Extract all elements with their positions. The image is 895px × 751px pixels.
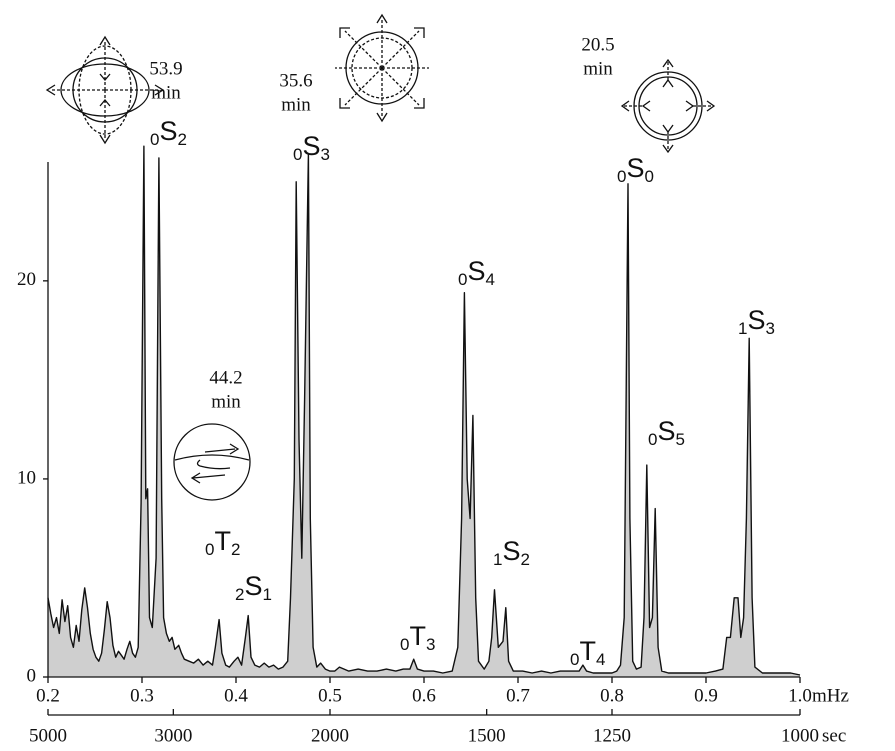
x-tick-label: 0.3 bbox=[130, 685, 154, 706]
x2-axis-unit: sec bbox=[822, 725, 846, 746]
mode-index: 0 bbox=[644, 167, 653, 186]
mode-label: 0S3 bbox=[293, 131, 330, 164]
mode-letter: S bbox=[467, 256, 485, 286]
period-unit: min bbox=[151, 82, 181, 103]
mode-sub: 0 bbox=[570, 650, 579, 669]
x2-tick-label: 2000 bbox=[311, 725, 349, 746]
x-tick-label: 0.7 bbox=[506, 685, 530, 706]
mode-letter: S bbox=[657, 416, 675, 446]
x-tick-label: 0.8 bbox=[600, 685, 624, 706]
mode-label: 1S2 bbox=[493, 536, 530, 569]
mode-sub: 0 bbox=[648, 430, 657, 449]
mode-letter: T bbox=[409, 621, 426, 651]
mode-sub: 0 bbox=[150, 130, 159, 149]
mode-label: 0T4 bbox=[570, 636, 605, 669]
x2-tick-label: 1500 bbox=[468, 725, 506, 746]
mode-icon-0s0 bbox=[620, 58, 716, 154]
mode-letter: S bbox=[747, 305, 765, 335]
x2-tick-label: 1250 bbox=[593, 725, 631, 746]
mode-letter: S bbox=[159, 116, 177, 146]
period-value: 20.5 bbox=[581, 34, 614, 55]
mode-index: 4 bbox=[485, 270, 494, 289]
period-value: 53.9 bbox=[149, 58, 182, 79]
mode-sub: 0 bbox=[400, 635, 409, 654]
spectrum-line bbox=[47, 145, 801, 676]
period-value: 35.6 bbox=[279, 70, 312, 91]
x-tick-label: 1.0 bbox=[788, 685, 812, 706]
y-tick-label: 20 bbox=[17, 269, 36, 290]
mode-index: 3 bbox=[765, 319, 774, 338]
mode-sub: 0 bbox=[458, 270, 467, 289]
mode-letter: S bbox=[502, 536, 520, 566]
period-value: 44.2 bbox=[209, 367, 242, 388]
x2-tick-label: 3000 bbox=[154, 725, 192, 746]
y-tick-label: 0 bbox=[27, 665, 37, 686]
mode-label: 2S1 bbox=[235, 571, 272, 604]
mode-label: 0T2 bbox=[205, 526, 240, 559]
mode-index: 1 bbox=[262, 585, 271, 604]
mode-index: 5 bbox=[675, 430, 684, 449]
mode-icon-0s2 bbox=[45, 35, 165, 145]
mode-label: 0S4 bbox=[458, 256, 495, 289]
mode-letter: S bbox=[626, 153, 644, 183]
x-tick-label: 0.2 bbox=[36, 685, 60, 706]
x-tick-label: 0.5 bbox=[318, 685, 342, 706]
y-tick-label: 10 bbox=[17, 467, 36, 488]
mode-sub: 1 bbox=[738, 319, 747, 338]
period-unit: min bbox=[281, 94, 311, 115]
mode-letter: T bbox=[214, 526, 231, 556]
mode-index: 3 bbox=[320, 145, 329, 164]
mode-index: 4 bbox=[596, 650, 605, 669]
mode-label: 1S3 bbox=[738, 305, 775, 338]
mode-index: 3 bbox=[426, 635, 435, 654]
x-tick-label: 0.4 bbox=[224, 685, 248, 706]
mode-label: 0S5 bbox=[648, 416, 685, 449]
mode-sub: 2 bbox=[235, 585, 244, 604]
mode-icon-0s3 bbox=[335, 13, 429, 123]
mode-label: 0S0 bbox=[617, 153, 654, 186]
mode-label: 0S2 bbox=[150, 116, 187, 149]
mode-sub: 0 bbox=[293, 145, 302, 164]
mode-letter: S bbox=[244, 571, 262, 601]
mode-sub: 0 bbox=[617, 167, 626, 186]
mode-sub: 1 bbox=[493, 550, 502, 569]
mode-sub: 0 bbox=[205, 540, 214, 559]
mode-index: 2 bbox=[231, 540, 240, 559]
period-unit: min bbox=[211, 391, 241, 412]
x-tick-label: 0.9 bbox=[694, 685, 718, 706]
mode-letter: S bbox=[302, 131, 320, 161]
period-unit: min bbox=[583, 58, 613, 79]
mode-index: 2 bbox=[177, 130, 186, 149]
x2-tick-label: 5000 bbox=[29, 725, 67, 746]
x-tick-label: 0.6 bbox=[412, 685, 436, 706]
mode-letter: T bbox=[579, 636, 596, 666]
mode-label: 0T3 bbox=[400, 621, 435, 654]
x2-tick-label: 1000 bbox=[781, 725, 819, 746]
mode-icon-0t2 bbox=[173, 423, 251, 501]
mode-index: 2 bbox=[520, 550, 529, 569]
x-axis-unit: mHz bbox=[812, 685, 849, 706]
